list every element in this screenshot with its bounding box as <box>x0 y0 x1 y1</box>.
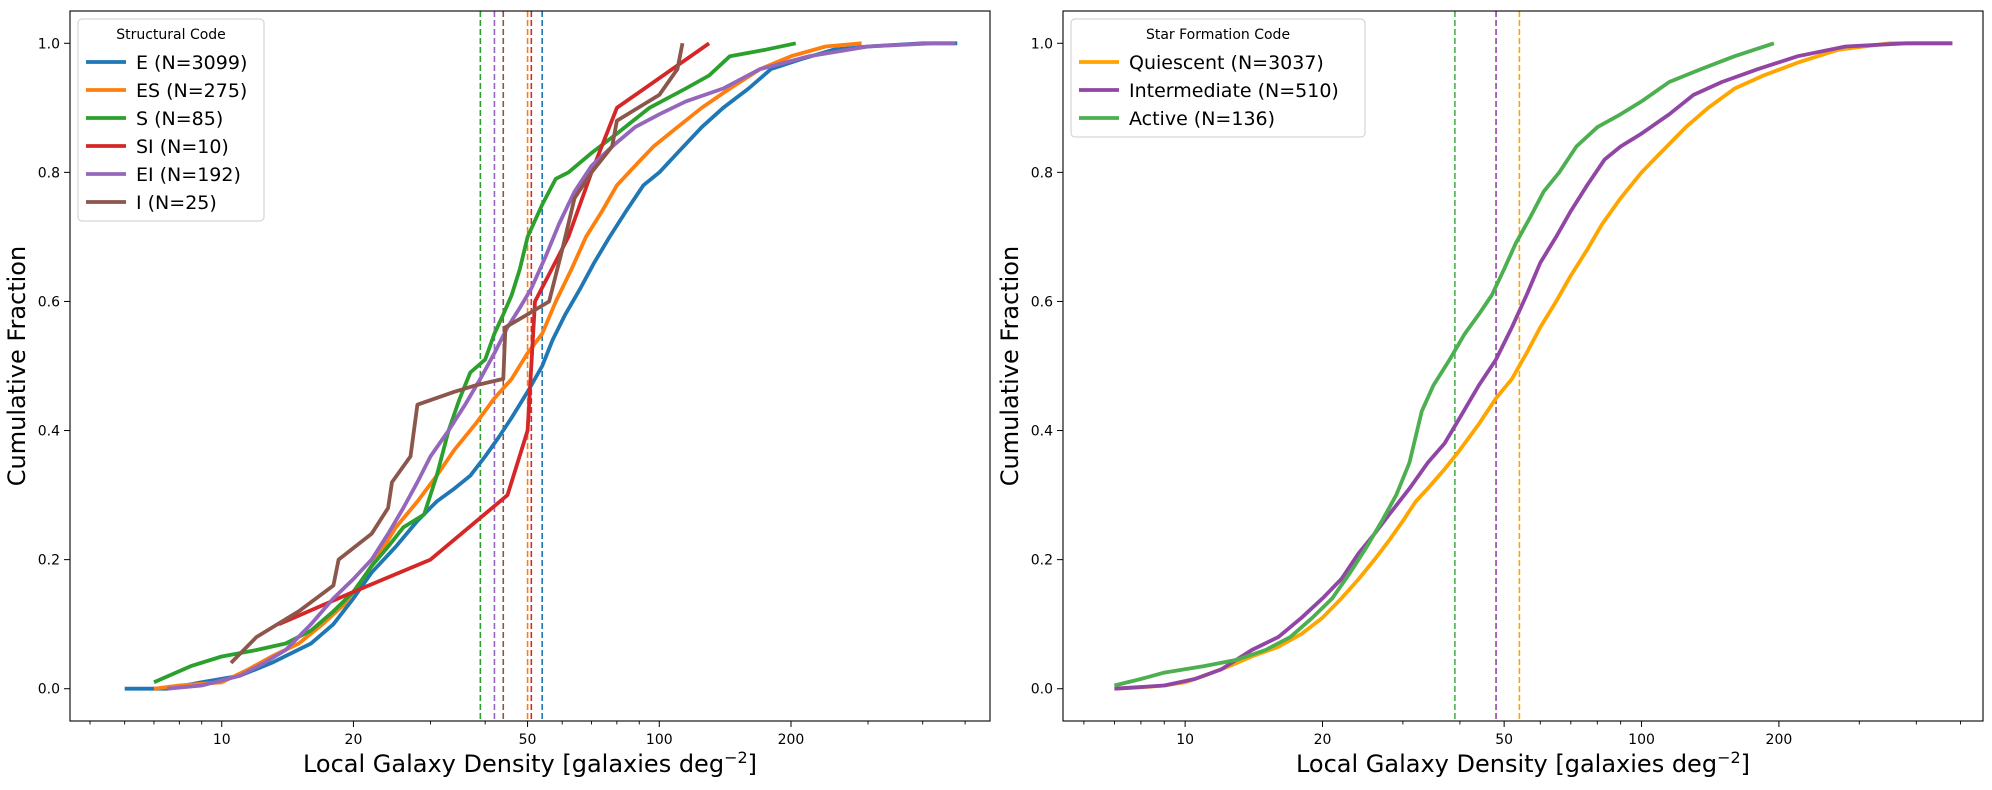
series-line <box>229 42 685 665</box>
legend-entry: S (N=85) <box>136 108 223 130</box>
legend-box <box>77 18 265 222</box>
chart-panel-2: 10 20 50 100 200 0.0 0.2 0.4 0.6 0.8 1.0 Local Gala… <box>996 10 1984 778</box>
x-tick-label: 10 <box>1176 732 1194 748</box>
legend-entry: Intermediate (N=510) <box>1129 80 1339 102</box>
x-axis-label: Local Galaxy Density [galaxies deg−2] <box>1296 748 1750 778</box>
legend: Star Formation Code Quiescent (N=3037) Int… <box>1070 18 1366 138</box>
y-tick-label: 0.2 <box>1031 553 1053 569</box>
y-axis-label: Cumulative Fraction <box>3 246 31 486</box>
y-tick-label: 1.0 <box>38 36 60 52</box>
x-tick-label: 20 <box>1314 732 1332 748</box>
series-line <box>1113 41 1775 688</box>
x-tick-label: 100 <box>1628 732 1655 748</box>
legend-title: Structural Code <box>116 27 226 43</box>
x-tick-label: 50 <box>519 732 537 748</box>
series-line <box>166 41 956 691</box>
x-tick-label: 100 <box>646 732 673 748</box>
y-tick-label: 0.8 <box>38 165 60 181</box>
y-tick-label: 0.0 <box>1031 682 1053 698</box>
y-tick-label: 0.6 <box>38 294 60 310</box>
x-tick-label: 20 <box>345 732 363 748</box>
x-tick-label: 50 <box>1495 732 1513 748</box>
series-line <box>1114 41 1953 691</box>
y-tick-label: 0.0 <box>38 682 60 698</box>
legend-title: Star Formation Code <box>1146 27 1290 43</box>
y-tick-label: 1.0 <box>1031 36 1053 52</box>
series-line <box>153 41 797 685</box>
axes-frame <box>1062 10 1984 722</box>
y-tick-label: 0.4 <box>1031 424 1053 440</box>
x-tick-label: 10 <box>213 732 231 748</box>
legend-entry: SI (N=10) <box>136 136 229 158</box>
x-tick-label: 200 <box>778 732 805 748</box>
legend-box <box>1070 18 1366 138</box>
legend-entry: Active (N=136) <box>1129 108 1275 130</box>
legend-entry: I (N=25) <box>136 192 217 214</box>
legend-entry: EI (N=192) <box>136 164 241 186</box>
legend-entry: ES (N=275) <box>136 80 247 102</box>
legend: Structural Code E (N=3099) ES (N=275) S (N=… <box>77 18 265 222</box>
y-tick-label: 0.4 <box>38 424 60 440</box>
y-axis-label: Cumulative Fraction <box>996 246 1024 486</box>
chart-panel-1: 10 20 50 100 200 0.0 0.2 0.4 0.6 0.8 1.0 Local Gala… <box>3 10 991 778</box>
series-line <box>124 41 958 691</box>
x-axis-label: Local Galaxy Density [galaxies deg−2] <box>303 748 757 778</box>
y-tick-label: 0.6 <box>1031 294 1053 310</box>
legend-entry: E (N=3099) <box>136 52 247 74</box>
series-line <box>1114 41 1953 691</box>
axes-frame <box>69 10 991 722</box>
series-line <box>278 41 711 626</box>
series-line <box>153 41 862 691</box>
y-tick-label: 0.2 <box>38 553 60 569</box>
x-tick-label: 200 <box>1766 732 1793 748</box>
legend-entry: Quiescent (N=3037) <box>1129 52 1324 74</box>
y-tick-label: 0.8 <box>1031 165 1053 181</box>
